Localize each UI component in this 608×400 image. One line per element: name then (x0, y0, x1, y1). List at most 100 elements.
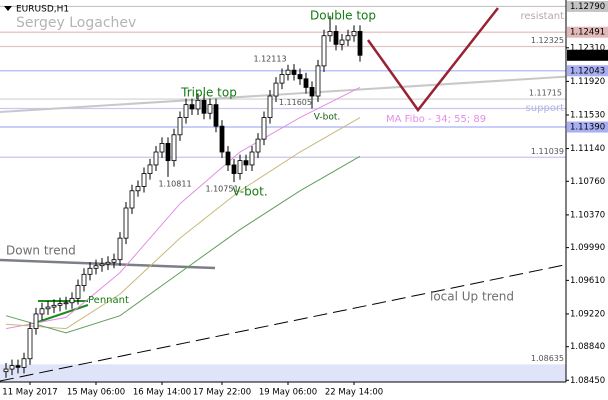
pennant-line (37, 304, 89, 323)
candle-body (3, 368, 9, 373)
level-box (567, 65, 608, 77)
price-label: 1.12113 (253, 54, 286, 63)
candle-body (15, 365, 21, 368)
x-tick-label: 11 May 2017 (2, 388, 57, 398)
y-tick-label: 1.09990 (570, 243, 605, 253)
level-box-label: 1.11390 (570, 123, 605, 133)
candle-body (93, 265, 99, 269)
channel-line (0, 75, 566, 113)
candle-body (57, 303, 63, 306)
candle-body (171, 134, 177, 162)
annotation: Triple top (180, 86, 237, 100)
level-label: 1.12325 (531, 36, 564, 45)
chart-subtitle: Sergey Logachev (16, 15, 136, 31)
level-box-label: 1.12043 (570, 66, 605, 76)
y-tick-label: 1.11140 (570, 144, 605, 154)
level-label: 1.11605 (279, 98, 312, 107)
candle-body (321, 35, 327, 67)
annotation: local Up trend (430, 290, 514, 304)
text-layer: 1.12325 1.11715 1.11605 1.11039 1.08635 1.121… (6, 9, 564, 363)
candle-body (51, 304, 57, 308)
x-tick-label: 19 May 06:00 (259, 388, 317, 398)
candle-body (105, 261, 111, 265)
candle-body (141, 173, 147, 187)
candle-body (153, 151, 159, 166)
price-label: 1.10751 (205, 185, 238, 194)
levels-layer (0, 5, 566, 382)
annotation: Pennant (88, 295, 129, 306)
y-tick-label: 1.12310 (570, 43, 605, 53)
chart-title: EURUSD,H1 (16, 5, 69, 15)
candle-body (207, 104, 213, 114)
candle-body (231, 164, 237, 174)
candle-body (147, 164, 153, 174)
level-box-label: 1.12790 (570, 2, 605, 12)
candle-body (159, 143, 165, 153)
level-label: 1.08635 (531, 354, 564, 363)
candle-body (21, 358, 27, 368)
candle-body (345, 35, 351, 41)
candle-layer (3, 15, 363, 378)
candle-body (63, 302, 69, 305)
candle-body (195, 99, 201, 110)
moving-average (5, 86, 361, 330)
annotation: support (526, 103, 564, 114)
candle-body (201, 99, 207, 114)
ma-label: MA Fibo - 34; 55; 89 (386, 114, 486, 125)
candle-body (75, 285, 81, 299)
level-label: 1.11039 (531, 147, 564, 156)
candle-body (327, 31, 333, 37)
candle-body (177, 117, 183, 136)
annotation: V-bot. (314, 113, 341, 123)
annotation: Down trend (6, 244, 76, 258)
level-box (567, 0, 608, 12)
candle-body (135, 186, 141, 192)
moving-average (5, 155, 361, 334)
candle-body (273, 82, 279, 97)
candle-body (81, 273, 87, 286)
candle-body (39, 308, 45, 315)
y-tick-label: 1.09610 (570, 276, 605, 286)
moving-average (5, 117, 361, 330)
candle-body (99, 263, 105, 267)
candle-body (219, 125, 225, 153)
candle-body (33, 313, 39, 329)
candle-body (357, 31, 363, 56)
level-label: 1.11715 (529, 89, 562, 98)
candle-body (87, 267, 93, 275)
price-label: 1.10811 (158, 179, 191, 188)
y-tick-label: 1.08450 (570, 376, 605, 386)
candle-body (351, 31, 357, 37)
x-tick-label: 22 May 14:00 (325, 388, 383, 398)
y-tick-label: 1.10760 (570, 177, 605, 187)
y-tick-label: 1.10370 (570, 210, 605, 220)
candle-body (309, 87, 315, 97)
candle-body (243, 160, 249, 166)
x-tick-label: 17 May 22:00 (193, 388, 251, 398)
candle-body (285, 69, 291, 75)
candle-body (255, 138, 261, 153)
candle-body (165, 143, 171, 162)
candle-body (45, 306, 51, 310)
x-tick-label: 16 May 14:00 (133, 388, 191, 398)
candle-body (117, 237, 123, 261)
candle-body (69, 298, 75, 304)
y-tick-label: 1.11920 (570, 77, 605, 87)
candle-body (27, 328, 33, 360)
candle-body (225, 151, 231, 166)
candle-body (297, 74, 303, 80)
level-box (567, 49, 608, 61)
up-trend-line (0, 264, 566, 382)
level-band (0, 364, 566, 382)
candle-body (129, 190, 135, 209)
forecast-v (366, 7, 499, 113)
candle-body (267, 95, 273, 118)
candle-body (189, 104, 195, 110)
level-box (567, 121, 608, 133)
annotation: V-bot. (232, 185, 267, 199)
annotation: Double top (310, 9, 376, 23)
ma-layer (5, 86, 361, 334)
y-tick-label: 1.08840 (570, 342, 605, 352)
